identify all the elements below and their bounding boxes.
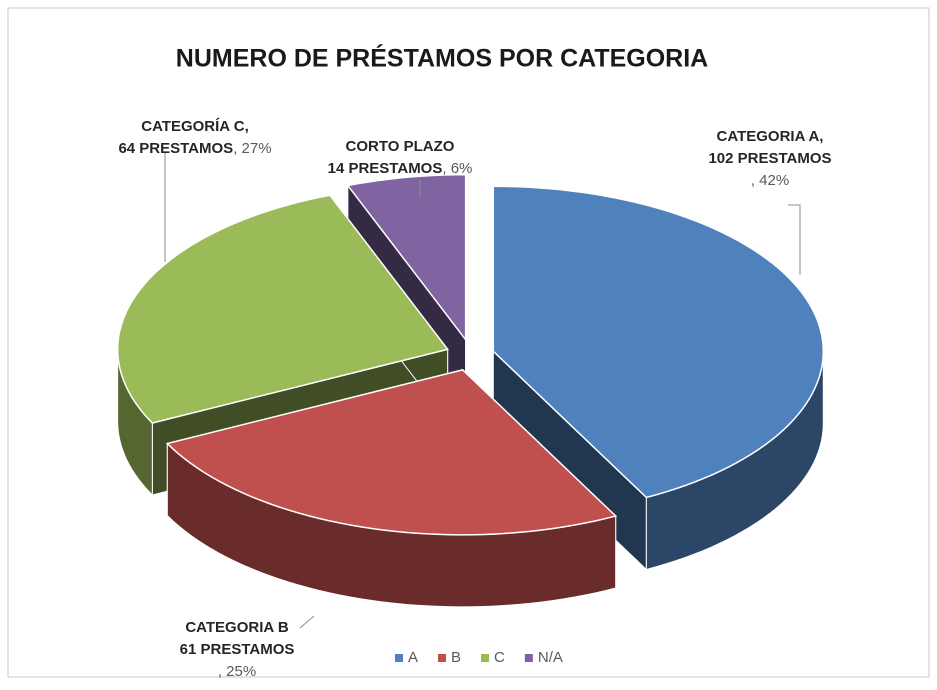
- data-label-text: CORTO PLAZO: [346, 138, 455, 155]
- legend-swatch: [524, 654, 533, 662]
- legend-label: B: [451, 649, 461, 666]
- data-label: CATEGORIA A,: [717, 128, 824, 145]
- data-label: CATEGORIA B: [185, 619, 288, 636]
- pie-slice: [165, 369, 618, 536]
- data-label-text: 64 PRESTAMOS: [118, 140, 233, 157]
- pie-slice: [346, 173, 467, 342]
- data-label: 14 PRESTAMOS, 6%: [328, 160, 473, 177]
- data-label-percent: , 6%: [442, 160, 472, 177]
- data-label: CATEGORÍA C,: [141, 118, 249, 135]
- data-label: CORTO PLAZO: [346, 138, 455, 155]
- data-label: 64 PRESTAMOS, 27%: [118, 140, 271, 157]
- data-label-text: 102 PRESTAMOS: [708, 150, 831, 167]
- data-label-text: 14 PRESTAMOS: [328, 160, 443, 177]
- pie-slice: [116, 194, 449, 424]
- data-label: 102 PRESTAMOS: [708, 150, 831, 167]
- legend-label: A: [408, 649, 418, 666]
- pie: [116, 173, 825, 608]
- legend-swatch: [481, 654, 490, 662]
- legend-swatch: [395, 654, 403, 662]
- data-label: 61 PRESTAMOS: [180, 641, 295, 658]
- legend: A B C N/A: [395, 649, 563, 666]
- data-label-text: CATEGORÍA C,: [141, 118, 249, 135]
- data-label-percent: , 42%: [751, 172, 789, 189]
- data-label-percent: , 27%: [233, 140, 271, 157]
- data-label-text: CATEGORIA A,: [717, 128, 824, 145]
- leader-line: [788, 204, 801, 275]
- legend-label: C: [494, 649, 505, 666]
- legend-label: N/A: [538, 649, 563, 666]
- pie-slice: [492, 185, 825, 499]
- data-label-text: 61 PRESTAMOS: [180, 641, 295, 658]
- leader-line: [299, 615, 315, 629]
- data-label-percent: , 25%: [218, 663, 256, 680]
- legend-swatch: [438, 654, 447, 662]
- labels: CATEGORIA A, 102 PRESTAMOS , 42% CATEGORIA …: [118, 118, 831, 680]
- data-label-text: CATEGORIA B: [185, 619, 288, 636]
- chart-title: NUMERO DE PRÉSTAMOS POR CATEGORIA: [176, 44, 708, 73]
